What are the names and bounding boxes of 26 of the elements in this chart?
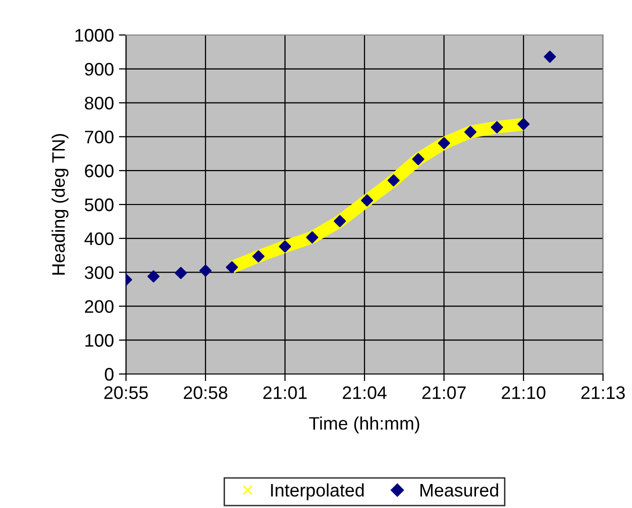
x-tick-label: 21:13	[581, 386, 625, 400]
y-tick-label: 100	[85, 334, 114, 347]
y-tick-label: 600	[84, 164, 114, 178]
point	[147, 270, 160, 282]
y-tick-label: 700	[85, 130, 114, 144]
y-tick-label: 900	[84, 62, 114, 76]
y-tick-label: 300	[84, 266, 114, 280]
y-tick-label: 500	[84, 198, 114, 212]
x-tick-label: 21:07	[422, 386, 466, 400]
legend-label: Interpolated	[271, 483, 364, 500]
y-tick-label: 1000	[75, 28, 114, 42]
y-axis-title: Heading (deg TN)	[52, 134, 68, 275]
y-tick-label: 400	[84, 232, 114, 246]
point	[544, 50, 556, 63]
point	[174, 266, 187, 280]
x-axis-title: Time (hh:mm)	[309, 416, 420, 434]
legend-label: Measured	[420, 483, 498, 497]
y-tick-label: 200	[84, 300, 114, 313]
y-tick-label: 800	[84, 96, 114, 110]
x-tick-label: 20:55	[104, 386, 148, 400]
x-tick-label: 21:10	[502, 386, 546, 400]
y-tick-label: 0	[104, 368, 114, 381]
x-tick-label: 20:58	[184, 386, 228, 400]
x-tick-label: 21:04	[342, 386, 387, 400]
point	[199, 264, 212, 277]
x-tick-label: 21:01	[263, 386, 307, 400]
